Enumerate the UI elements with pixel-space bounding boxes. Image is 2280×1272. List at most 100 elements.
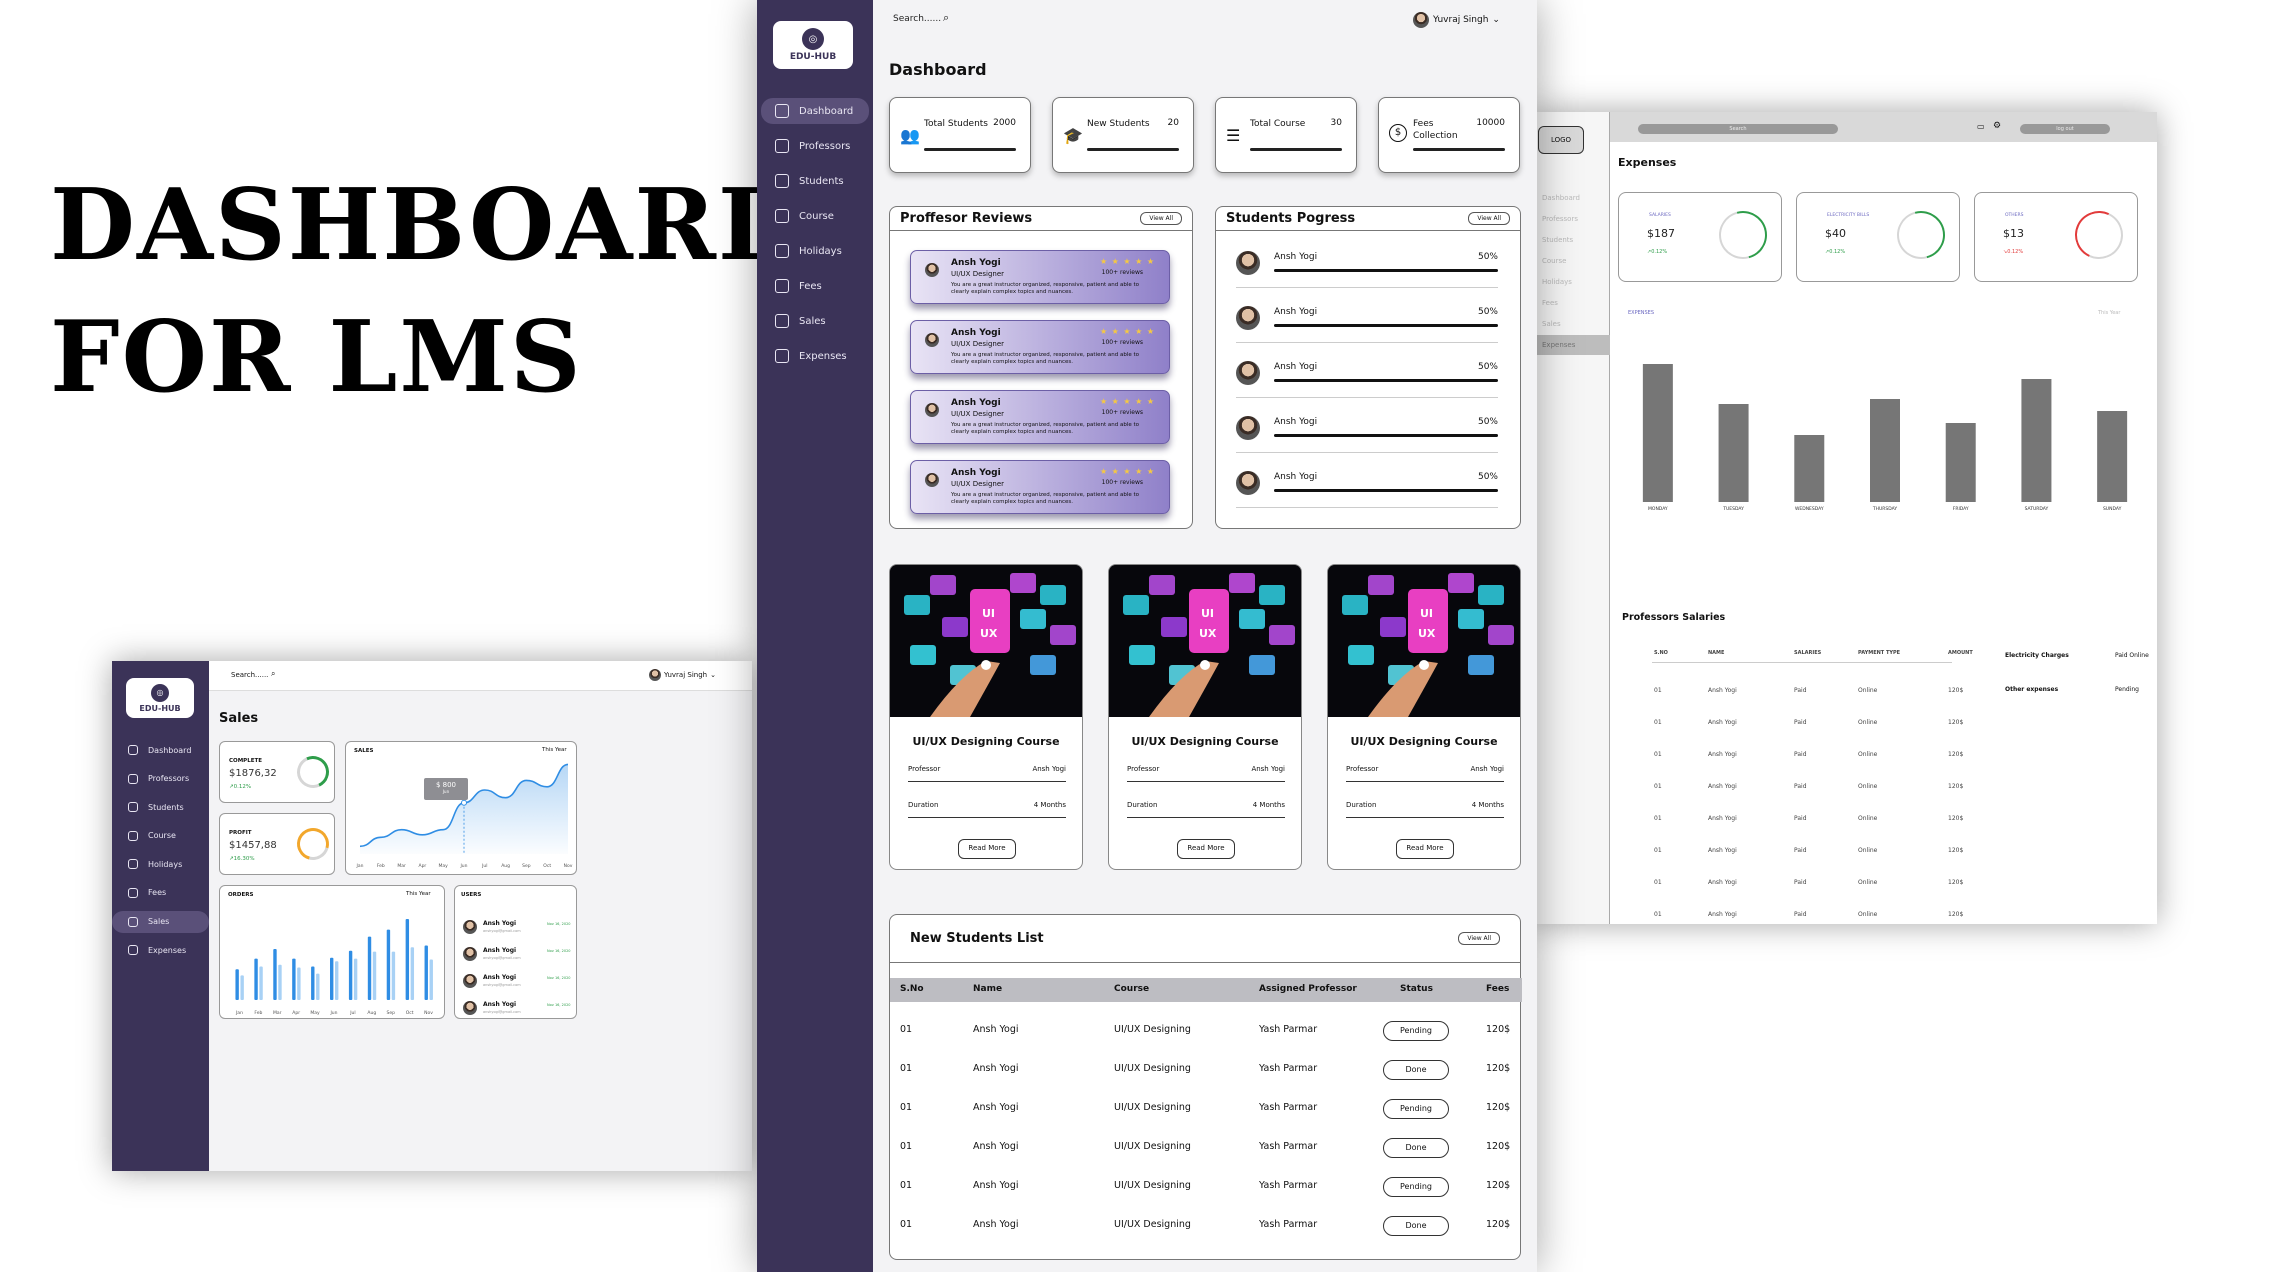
sidebar-item-students[interactable]: Students [112, 796, 209, 818]
status-badge[interactable]: Done [1383, 1060, 1449, 1080]
sidebar-item-expenses[interactable]: Expenses [1530, 335, 1610, 355]
read-more-button[interactable]: Read More [958, 839, 1016, 859]
avatar [1236, 471, 1260, 495]
reviewer-role: UI/UX Designer [951, 340, 1005, 348]
logo-placeholder[interactable]: LOGO [1538, 126, 1584, 154]
sidebar-item-holidays[interactable]: Holidays [112, 853, 209, 875]
highlight-point[interactable] [461, 799, 467, 806]
orders-bar [405, 919, 410, 1000]
review-text: You are a great instructor organized, re… [951, 282, 1140, 295]
divider [1236, 507, 1498, 508]
sidebar-item-course[interactable]: Course [761, 203, 869, 229]
user-menu[interactable]: Yuvraj Singh ⌄ [649, 669, 716, 681]
user-row[interactable]: Ansh Yogi anshyogi@gmail.com Nov 16, 2020 [455, 974, 578, 998]
read-more-button[interactable]: Read More [1396, 839, 1454, 859]
sidebar-item-dashboard[interactable]: Dashboard [1542, 194, 1580, 202]
column-header-status[interactable]: Status [1400, 984, 1433, 994]
review-card[interactable]: Ansh Yogi UI/UX Designer ★ ★ ★ ★ ★ 100+ rev… [910, 250, 1170, 304]
sales-brand-logo[interactable]: ◎ EDU-HUB [126, 678, 194, 718]
range-select[interactable]: This Year [406, 891, 431, 897]
review-card[interactable]: Ansh Yogi UI/UX Designer ★ ★ ★ ★ ★ 100+ rev… [910, 320, 1170, 374]
user-row[interactable]: Ansh Yogi anshyogi@gmail.com Nov 16, 2020 [455, 947, 578, 971]
cell-amount: 120$ [1948, 911, 1964, 918]
user-row[interactable]: Ansh Yogi anshyogi@gmail.com Nov 16, 2020 [455, 920, 578, 944]
read-more-button[interactable]: Read More [1177, 839, 1235, 859]
sidebar-item-holidays[interactable]: Holidays [761, 238, 869, 264]
brand-logo[interactable]: ◎ EDU-HUB [773, 21, 853, 69]
sidebar-item-students[interactable]: Students [761, 168, 869, 194]
sidebar-item-dashboard[interactable]: Dashboard [112, 739, 209, 761]
view-all-button[interactable]: View All [1468, 212, 1510, 225]
cell-fees: 120$ [1486, 1141, 1511, 1152]
divider [1236, 342, 1498, 343]
stat-bar [924, 148, 1016, 151]
status-badge[interactable]: Pending [1383, 1099, 1449, 1119]
column-header-name[interactable]: Name [973, 984, 1003, 994]
sidebar-item-course[interactable]: Course [1542, 257, 1567, 265]
column-header-assigned-professor[interactable]: Assigned Professor [1259, 984, 1357, 994]
sidebar-item-dashboard[interactable]: Dashboard [761, 98, 869, 124]
status-badge[interactable]: Done [1383, 1216, 1449, 1236]
x-tick-label: Oct [406, 1010, 414, 1016]
cell-status: Paid [1794, 783, 1807, 790]
sidebar-item-fees[interactable]: Fees [112, 882, 209, 904]
stat-value: 10000 [1476, 118, 1505, 128]
view-all-button[interactable]: View All [1458, 932, 1500, 945]
sidebar-item-students[interactable]: Students [1542, 236, 1574, 244]
range-select[interactable]: This Year [2098, 310, 2121, 316]
user-menu[interactable]: Yuvraj Singh ⌄ [1413, 12, 1500, 28]
gear-icon[interactable]: ⚙ [1993, 121, 2002, 131]
review-card[interactable]: Ansh Yogi UI/UX Designer ★ ★ ★ ★ ★ 100+ rev… [910, 390, 1170, 444]
x-tick-label: Feb [254, 1010, 262, 1016]
sidebar-item-professors[interactable]: Professors [1542, 215, 1578, 223]
x-tick-label: Apr [419, 863, 427, 869]
divider [1236, 452, 1498, 453]
x-tick-label: TUESDAY [1722, 506, 1744, 512]
column-header-name[interactable]: NAME [1708, 650, 1725, 656]
sidebar-item-holidays[interactable]: Holidays [1542, 278, 1572, 286]
sidebar-item-expenses[interactable]: Expenses [761, 343, 869, 369]
complete-value: $1876,32 [229, 768, 277, 779]
search-icon[interactable]: ⌕ [943, 11, 950, 24]
chat-icon[interactable]: ▭ [1977, 122, 1985, 131]
column-header-course[interactable]: Course [1114, 984, 1150, 994]
sidebar-item-sales[interactable]: Sales [112, 910, 209, 933]
sidebar-nav: Dashboard Professors Students Course Holiday… [761, 98, 869, 378]
status-badge[interactable]: Pending [1383, 1021, 1449, 1041]
range-select[interactable]: This Year [542, 747, 567, 753]
cell-status: Paid [1794, 879, 1807, 886]
cell-sno: 01 [1654, 911, 1662, 918]
search-input[interactable]: Search [1638, 124, 1838, 134]
sidebar-item-professors[interactable]: Professors [761, 133, 869, 159]
sidebar-item-expenses[interactable]: Expenses [112, 939, 209, 961]
cell-sno: 01 [1654, 687, 1662, 694]
sidebar-item-sales[interactable]: Sales [1542, 320, 1561, 328]
column-header-fees[interactable]: Fees [1486, 984, 1510, 994]
column-header-salaries[interactable]: SALARIES [1794, 650, 1822, 656]
grid-icon [775, 104, 789, 118]
x-tick-label: Apr [292, 1010, 300, 1016]
logout-button[interactable]: log out [2020, 124, 2110, 134]
column-header-s-no[interactable]: S.NO [1654, 650, 1668, 656]
stat-bar [1413, 148, 1505, 151]
sidebar-item-sales[interactable]: Sales [761, 308, 869, 334]
status-badge[interactable]: Pending [1383, 1177, 1449, 1197]
search-icon[interactable]: ⌕ [271, 669, 276, 678]
status-badge[interactable]: Done [1383, 1138, 1449, 1158]
progress-item: Ansh Yogi 50% [1236, 359, 1498, 399]
sidebar-item-fees[interactable]: Fees [1542, 299, 1558, 307]
column-header-amount[interactable]: AMOUNT [1948, 650, 1973, 656]
column-header-payment-type[interactable]: PAYMENT TYPE [1858, 650, 1901, 656]
view-all-button[interactable]: View All [1140, 212, 1182, 225]
search-input[interactable]: Search...... [893, 14, 942, 24]
sidebar-item-course[interactable]: Course [112, 825, 209, 847]
orders-bar [278, 964, 282, 1000]
search-input[interactable]: Search...... [231, 671, 269, 679]
user-row[interactable]: Ansh Yogi anshyogi@gmail.com Nov 16, 2020 [455, 1001, 578, 1025]
x-tick-label: SUNDAY [2103, 506, 2122, 512]
review-card[interactable]: Ansh Yogi UI/UX Designer ★ ★ ★ ★ ★ 100+ rev… [910, 460, 1170, 514]
column-header-s-no[interactable]: S.No [900, 984, 924, 994]
cell-name: Ansh Yogi [1708, 783, 1737, 790]
sidebar-item-fees[interactable]: Fees [761, 273, 869, 299]
sidebar-item-professors[interactable]: Professors [112, 768, 209, 790]
